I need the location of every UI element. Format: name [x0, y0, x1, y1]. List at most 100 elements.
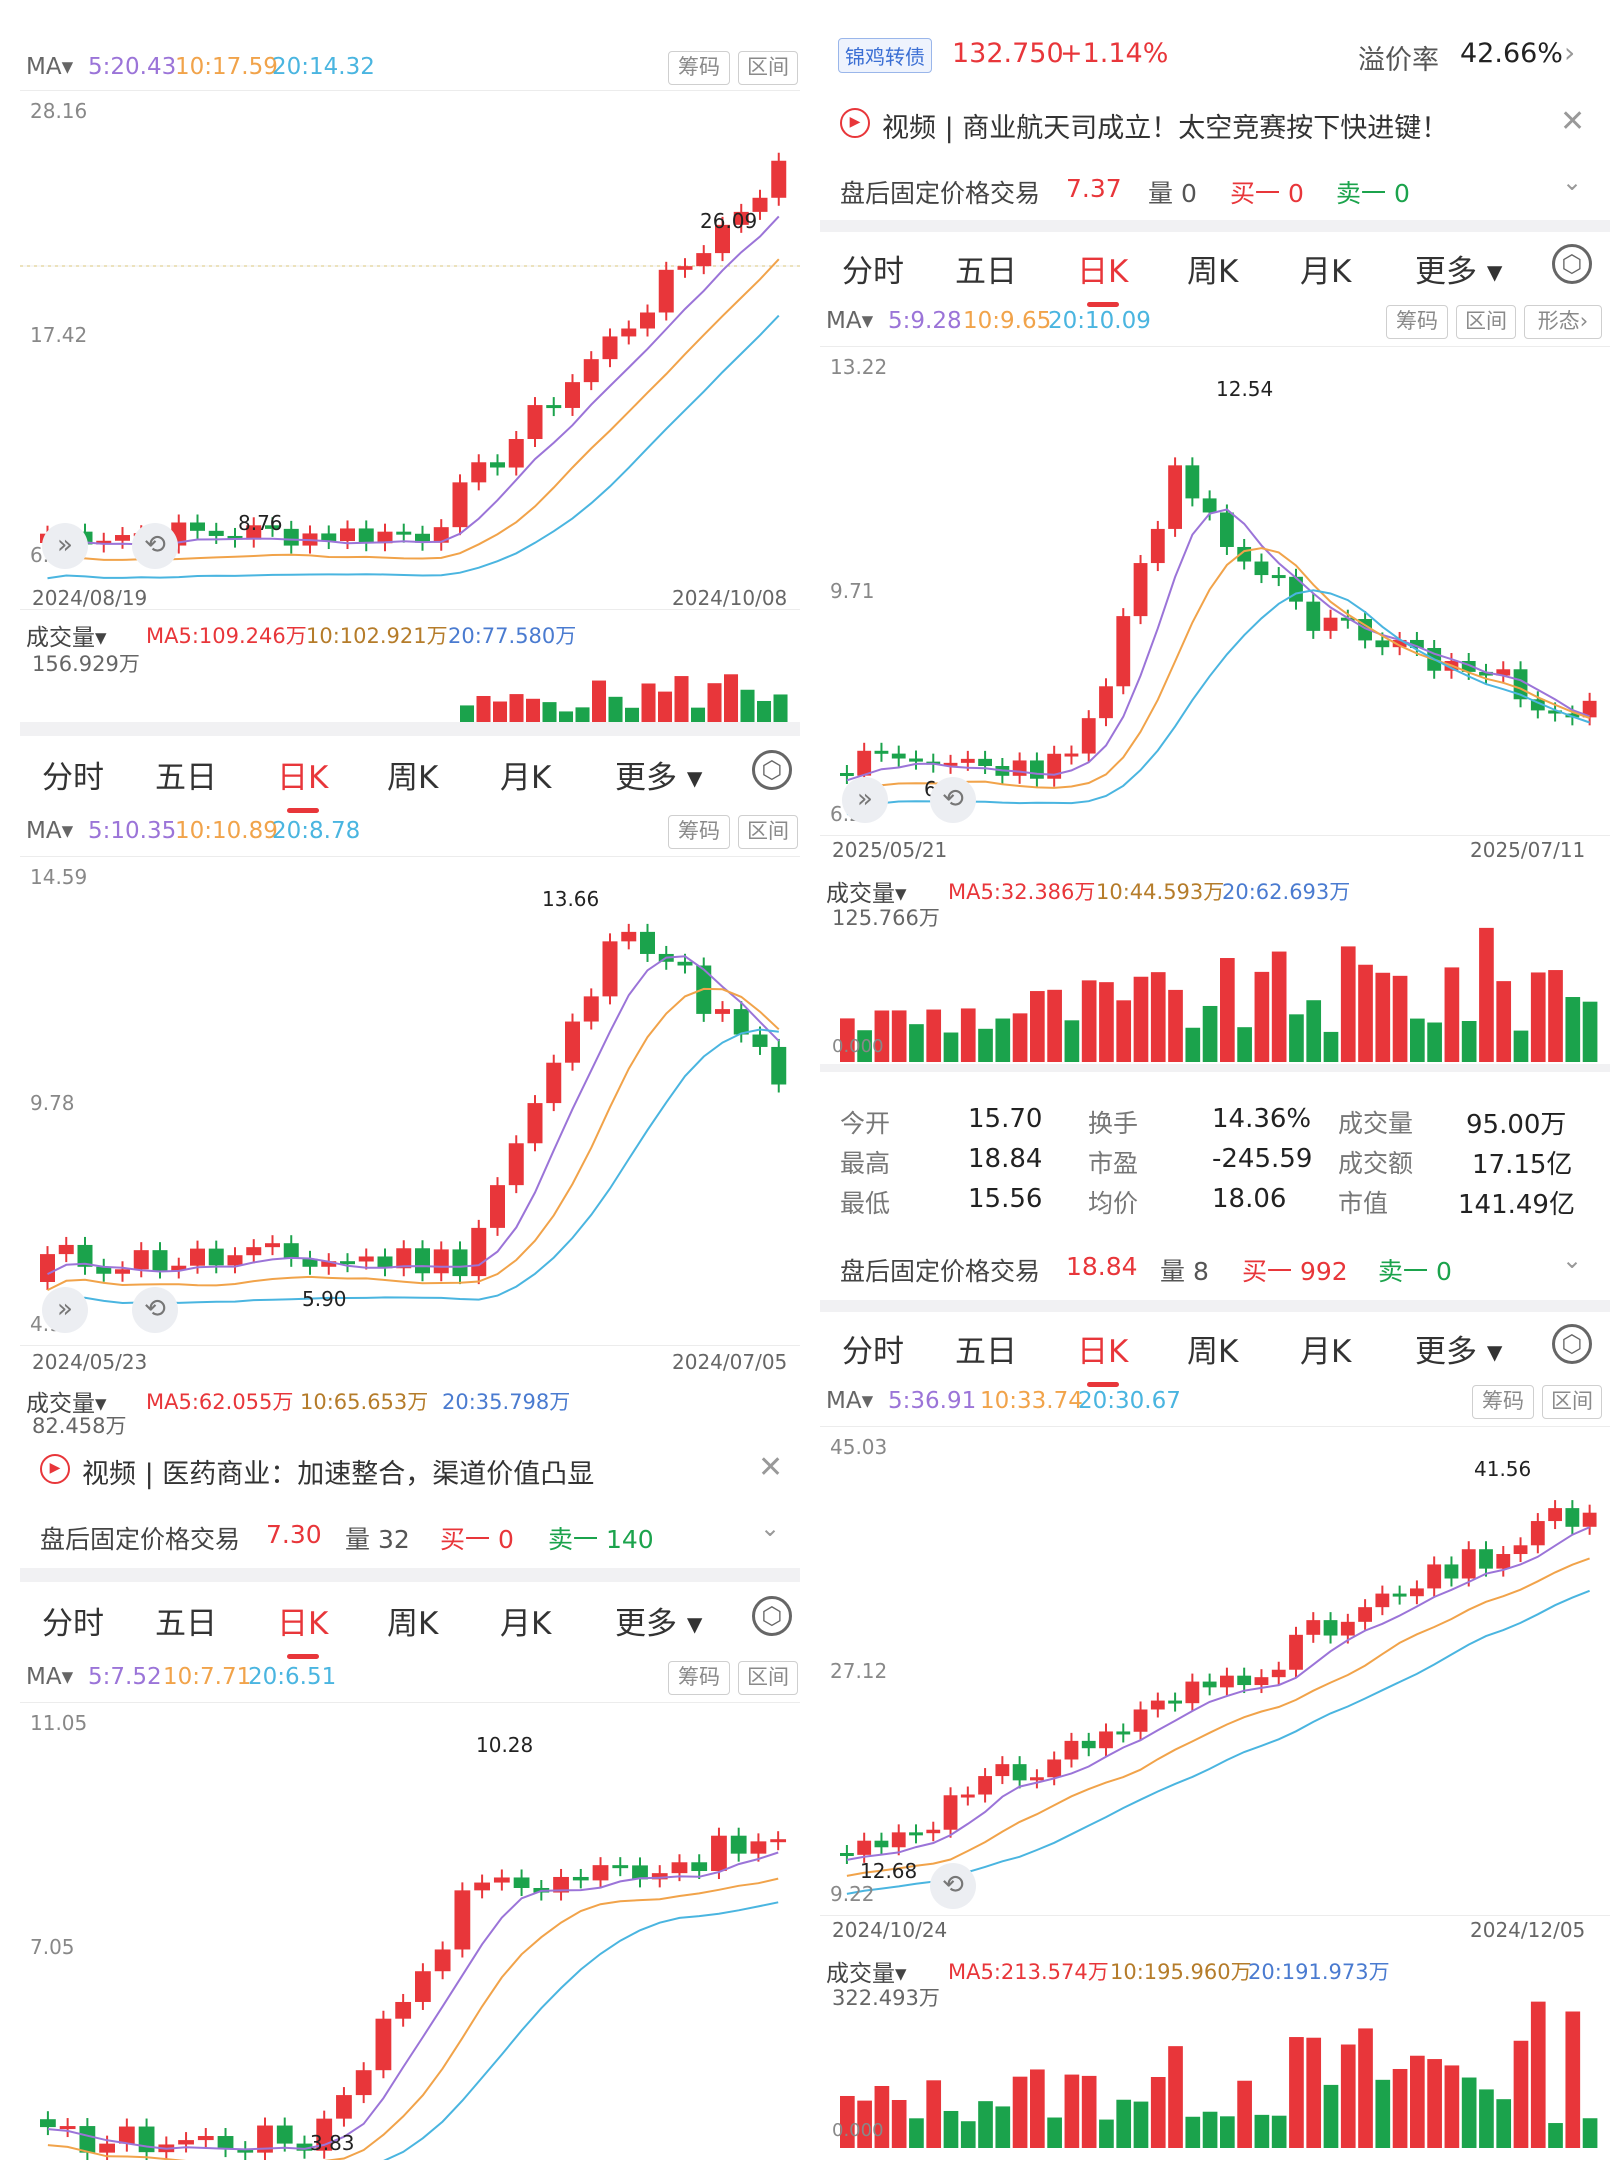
rotate-button[interactable]: ⟲: [132, 1287, 178, 1333]
tab-timeshare[interactable]: 分时: [42, 1606, 104, 1642]
candle: [909, 758, 923, 762]
volume-bar: [1289, 1014, 1304, 1062]
ma20-line: [47, 1901, 779, 2160]
range-button[interactable]: 区间: [738, 815, 798, 849]
range-button[interactable]: 区间: [1542, 1385, 1602, 1419]
tab-weekly-k[interactable]: 周K: [387, 1606, 439, 1642]
volume-bar: [1099, 2119, 1114, 2148]
tab-five-day[interactable]: 五日: [955, 1334, 1017, 1370]
candle: [1306, 1620, 1321, 1635]
expand-button[interactable]: »: [42, 523, 88, 569]
volume-selector[interactable]: 成交量▾: [826, 1961, 907, 1987]
chips-button[interactable]: 筹码: [668, 51, 730, 85]
kline-chart[interactable]: 28.16 17.42 6.68 26.09 8.76 » ⟲: [20, 90, 800, 610]
volume-bar: [1375, 972, 1391, 1062]
rotate-button[interactable]: ⟲: [930, 1863, 976, 1909]
ma10-value: 10:17.59: [175, 54, 278, 80]
volume-bar: [857, 1030, 872, 1062]
range-button[interactable]: 区间: [738, 51, 798, 85]
close-icon[interactable]: ✕: [1560, 104, 1586, 139]
tab-daily-k[interactable]: 日K: [277, 752, 328, 813]
tab-timeshare[interactable]: 分时: [842, 254, 904, 290]
kline-chart[interactable]: 14.59 9.78 4.97 13.66 5.90 » ⟲: [20, 856, 800, 1346]
tab-daily-k[interactable]: 日K: [277, 1598, 328, 1659]
rotate-button[interactable]: ⟲: [132, 523, 178, 569]
candle: [321, 533, 337, 542]
tab-timeshare[interactable]: 分时: [842, 1334, 904, 1370]
tab-five-day[interactable]: 五日: [155, 1606, 217, 1642]
news-text[interactable]: 视频 | 商业航天司成立！太空竞赛按下快进键！: [882, 113, 1449, 144]
tab-monthly-k[interactable]: 月K: [500, 1606, 552, 1642]
after-hours-sell: 卖一 0: [1378, 1257, 1452, 1286]
chevron-down-icon[interactable]: ⌄: [760, 1514, 781, 1542]
kline-chart[interactable]: 45.03 27.12 9.22 41.56 12.68 ⟲: [820, 1426, 1610, 1916]
tab-more[interactable]: 更多 ▾: [615, 760, 703, 796]
candle: [771, 1046, 787, 1085]
range-button[interactable]: 区间: [738, 1661, 798, 1695]
tab-more[interactable]: 更多 ▾: [1415, 254, 1503, 290]
volume-bar: [658, 691, 673, 722]
tab-timeshare[interactable]: 分时: [42, 760, 104, 796]
volume-bar: [1496, 981, 1512, 1062]
chips-button[interactable]: 筹码: [668, 1661, 730, 1695]
tab-weekly-k[interactable]: 周K: [1187, 1334, 1239, 1370]
ma-selector[interactable]: MA▾: [26, 54, 74, 80]
kline-chart[interactable]: 13.22 9.71 6.20 12.54 6.88 » ⟲: [820, 346, 1610, 836]
ma10-value: 10:9.65: [963, 308, 1052, 334]
candle: [730, 1835, 747, 1854]
shape-button[interactable]: 形态›: [1524, 305, 1602, 339]
settings-icon[interactable]: ⬡: [752, 1596, 792, 1636]
ma-selector[interactable]: MA▾: [26, 1664, 74, 1690]
volume-selector[interactable]: 成交量▾: [826, 881, 907, 907]
volume-bar: [909, 2118, 924, 2148]
volume-svg: [840, 927, 1598, 1062]
chevron-down-icon[interactable]: ⌄: [1562, 1246, 1583, 1274]
close-icon[interactable]: ✕: [758, 1450, 784, 1485]
chips-button[interactable]: 筹码: [1386, 305, 1448, 339]
chips-button[interactable]: 筹码: [668, 815, 730, 849]
ma-selector[interactable]: MA▾: [826, 308, 874, 334]
expand-button[interactable]: »: [842, 777, 888, 823]
stat-avg-value: 18.06: [1212, 1184, 1287, 1214]
tab-monthly-k[interactable]: 月K: [1300, 1334, 1352, 1370]
volume-selector[interactable]: 成交量▾: [26, 625, 107, 651]
kline-chart[interactable]: 11.05 7.05 10.28 3.83: [20, 1702, 800, 2160]
stat-amount-key: 成交额: [1338, 1149, 1414, 1178]
bond-bar[interactable]: 锦鸡转债 132.750 +1.14% 溢价率 42.66% ›: [820, 22, 1610, 88]
range-button[interactable]: 区间: [1456, 305, 1516, 339]
news-banner[interactable]: ▶ 视频 | 医药商业：加速整合，渠道价值凸显 ✕: [20, 1436, 800, 1502]
tab-monthly-k[interactable]: 月K: [1300, 254, 1352, 290]
vol-ma10: 10:44.593万: [1096, 880, 1225, 904]
settings-icon[interactable]: ⬡: [752, 750, 792, 790]
tab-daily-k[interactable]: 日K: [1077, 246, 1128, 307]
volume-bar: [891, 2099, 907, 2148]
chips-button[interactable]: 筹码: [1472, 1385, 1534, 1419]
volume-bar: [724, 674, 739, 722]
expand-button[interactable]: »: [42, 1287, 88, 1333]
chevron-right-icon[interactable]: ›: [1564, 36, 1576, 69]
tab-weekly-k[interactable]: 周K: [387, 760, 439, 796]
candle: [355, 2070, 372, 2096]
ma-selector[interactable]: MA▾: [26, 818, 74, 844]
tab-five-day[interactable]: 五日: [155, 760, 217, 796]
volume-bar: [526, 698, 541, 722]
news-banner[interactable]: ▶ 视频 | 商业航天司成立！太空竞赛按下快进键！ ✕: [820, 90, 1610, 156]
chevron-down-icon[interactable]: ⌄: [1562, 168, 1583, 196]
bond-tag[interactable]: 锦鸡转债: [838, 38, 932, 73]
candle: [1513, 1545, 1528, 1555]
news-text[interactable]: 视频 | 医药商业：加速整合，渠道价值凸显: [82, 1459, 595, 1490]
tab-weekly-k[interactable]: 周K: [1187, 254, 1239, 290]
tab-bar: 分时 五日 日K 周K 月K 更多 ▾ ⬡: [820, 234, 1610, 307]
tab-five-day[interactable]: 五日: [955, 254, 1017, 290]
candle: [118, 2126, 135, 2144]
tab-more[interactable]: 更多 ▾: [615, 1606, 703, 1642]
settings-icon[interactable]: ⬡: [1552, 244, 1592, 284]
tab-more[interactable]: 更多 ▾: [1415, 1334, 1503, 1370]
rotate-button[interactable]: ⟲: [930, 777, 976, 823]
ma-selector[interactable]: MA▾: [826, 1388, 874, 1414]
volume-bar: [1254, 971, 1270, 1062]
tab-daily-k[interactable]: 日K: [1077, 1326, 1128, 1387]
volume-selector[interactable]: 成交量▾: [26, 1391, 107, 1417]
settings-icon[interactable]: ⬡: [1552, 1324, 1592, 1364]
tab-monthly-k[interactable]: 月K: [500, 760, 552, 796]
